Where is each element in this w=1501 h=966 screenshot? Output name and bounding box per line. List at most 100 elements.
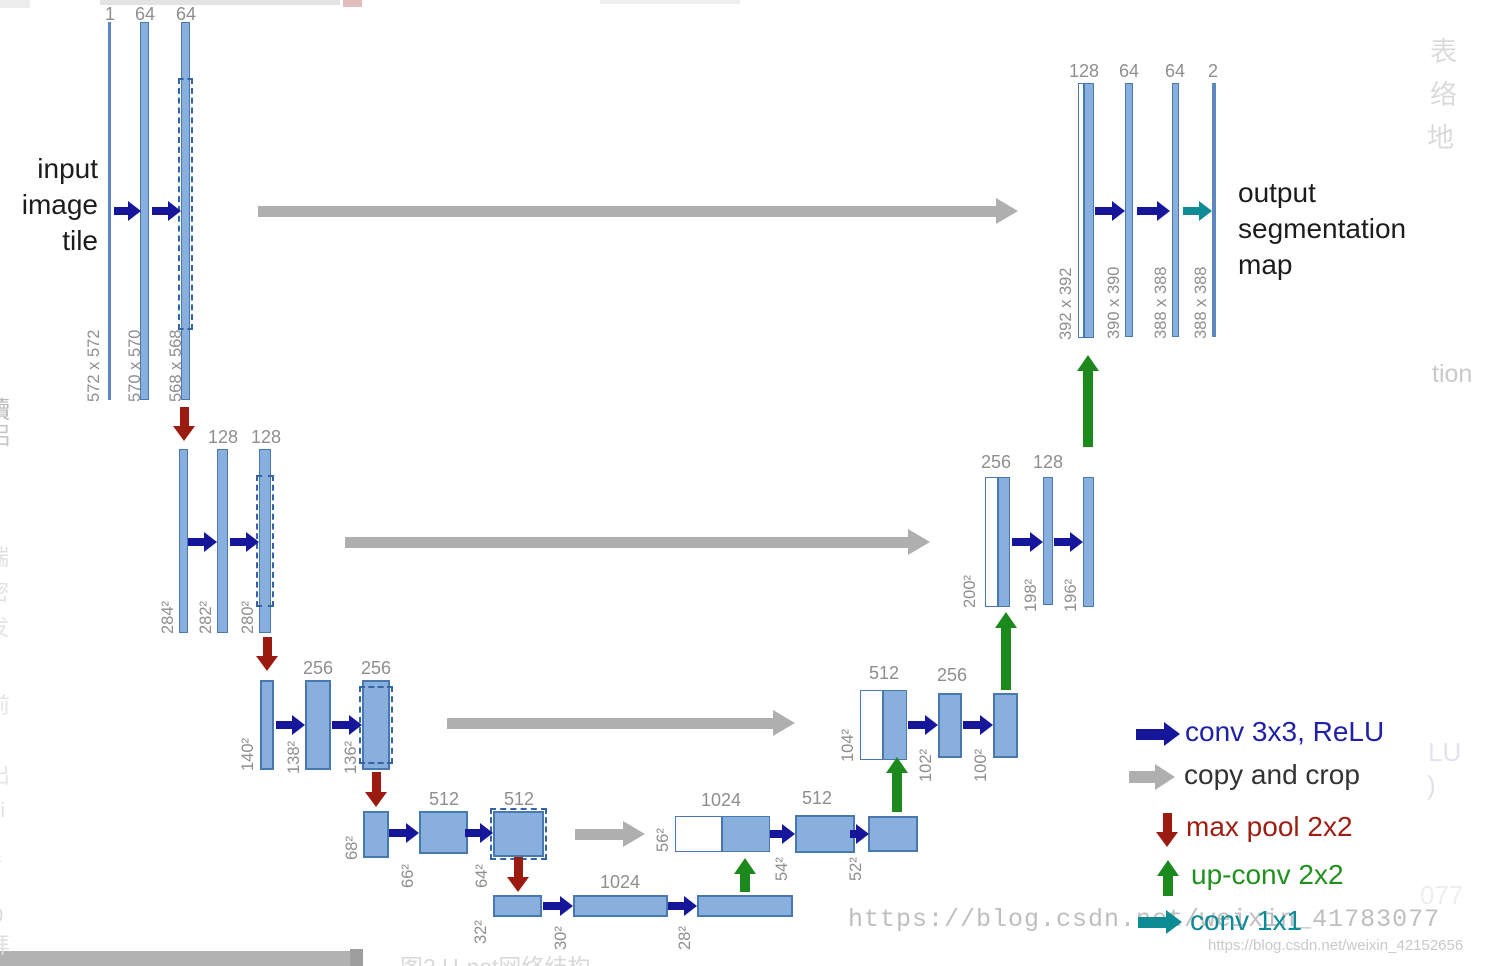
arrow-head	[734, 858, 756, 874]
feature-map-copied-part	[1078, 83, 1084, 338]
arrow-head	[1166, 910, 1182, 934]
legend-label-up: up-conv 2x2	[1191, 859, 1344, 890]
arrow-body	[1183, 207, 1201, 215]
conv-3x3-arrow-icon	[1136, 722, 1180, 746]
arrow-body	[740, 872, 750, 892]
channels-label: 64	[175, 4, 197, 24]
size-label: 54²	[773, 857, 791, 881]
size-label: 68²	[343, 836, 361, 860]
arrow-head	[773, 709, 795, 736]
left-edge-fragment: 前	[0, 688, 10, 720]
left-edge-fragment: 拝	[0, 928, 10, 960]
arrow-body	[668, 902, 686, 910]
arrow-head	[349, 715, 362, 735]
arrow-body	[371, 772, 381, 794]
feature-map	[795, 815, 855, 853]
arrow-body	[908, 721, 927, 729]
conv-3x3-arrow-icon	[1137, 201, 1170, 221]
size-label: 280²	[239, 600, 257, 634]
legend-label-copy: copy and crop	[1184, 759, 1360, 790]
arrow-body	[575, 828, 625, 840]
arrow-head	[623, 820, 645, 847]
arrow-head	[1070, 532, 1083, 552]
feature-map	[217, 449, 228, 633]
size-label: 388 x 388	[1192, 266, 1210, 339]
feature-map	[993, 693, 1018, 758]
channels-label: 128	[250, 427, 282, 447]
arrow-head	[1030, 532, 1043, 552]
arrow-head	[1155, 763, 1175, 790]
arrow-head	[1164, 722, 1180, 746]
right-edge-fragment: 表	[1430, 37, 1457, 67]
arrow-head	[1156, 832, 1178, 847]
conv-3x3-arrow-icon	[1054, 532, 1083, 552]
left-edge-fragment: 鋁	[0, 416, 10, 451]
arrow-head	[246, 532, 259, 552]
arrow-head	[173, 426, 195, 441]
up-conv-arrow-icon	[734, 858, 756, 892]
conv-3x3-arrow-icon	[543, 896, 573, 916]
arrow-head	[204, 532, 217, 552]
left-edge-fragment: 扌	[0, 850, 13, 875]
right-edge-fragment: LU	[1428, 737, 1462, 767]
arrow-body	[230, 538, 248, 546]
arrow-body	[1095, 207, 1114, 215]
channels-label: 512	[868, 663, 900, 683]
arrow-body	[513, 857, 523, 879]
arrow-body	[1001, 626, 1011, 690]
arrow-body	[1012, 538, 1032, 546]
conv-3x3-arrow-icon	[114, 201, 141, 221]
size-label: 200²	[961, 574, 979, 608]
size-label: 388 x 388	[1152, 266, 1170, 339]
crop-region-outline	[490, 808, 547, 860]
arrow-body	[179, 407, 189, 428]
legend-label-pool: max pool 2x2	[1186, 811, 1353, 842]
arrow-head	[292, 715, 305, 735]
legend-label-conv: conv 3x3, ReLU	[1185, 716, 1385, 747]
feature-map	[1212, 83, 1216, 337]
input-label-line: input	[37, 153, 98, 184]
feature-map	[493, 811, 544, 857]
feature-map	[108, 22, 111, 400]
arrow-head	[995, 612, 1017, 628]
arrow-head	[684, 896, 697, 916]
max-pool-arrow-icon	[173, 407, 195, 441]
channels-label: 512	[503, 789, 535, 809]
conv-3x3-arrow-icon	[332, 715, 362, 735]
size-label: 284²	[159, 600, 177, 634]
size-label: 570 x 570	[126, 329, 144, 402]
feature-map-copied-part	[985, 477, 998, 607]
output-segmentation-map-label: output segmentation map	[1238, 175, 1406, 283]
size-label: 102²	[917, 748, 935, 782]
channels-label: 64	[134, 4, 156, 24]
size-label: 198²	[1022, 578, 1040, 612]
output-label-line: map	[1238, 249, 1293, 280]
feature-map	[362, 680, 390, 770]
arrow-head	[560, 896, 573, 916]
left-edge-fragment: 讀	[0, 390, 10, 425]
conv-3x3-arrow-icon	[1095, 201, 1125, 221]
conv-3x3-arrow-icon	[963, 715, 993, 735]
arrow-body	[262, 637, 272, 658]
copy-and-crop-arrow-icon	[447, 709, 795, 737]
feature-map	[1043, 477, 1053, 605]
right-edge-fragment: )	[1427, 770, 1436, 800]
feature-map	[179, 449, 188, 633]
size-label: 52²	[847, 857, 865, 881]
arrow-body	[332, 721, 351, 729]
right-edge-fragment: 地	[1427, 123, 1454, 153]
conv-3x3-arrow-icon	[850, 824, 869, 844]
arrow-head	[480, 823, 493, 843]
feature-map	[573, 895, 668, 917]
legend-label-c1: conv 1x1	[1190, 905, 1303, 936]
input-image-tile-label: input image tile	[8, 151, 98, 259]
conv-3x3-arrow-icon	[389, 823, 419, 843]
left-edge-fragment: li	[0, 800, 5, 822]
arrow-body	[1163, 874, 1173, 896]
channels-label: 256	[980, 452, 1012, 472]
arrow-body	[345, 536, 910, 548]
size-label: 136²	[342, 740, 360, 774]
conv-3x3-arrow-icon	[188, 532, 217, 552]
channels-label: 1024	[599, 872, 641, 892]
